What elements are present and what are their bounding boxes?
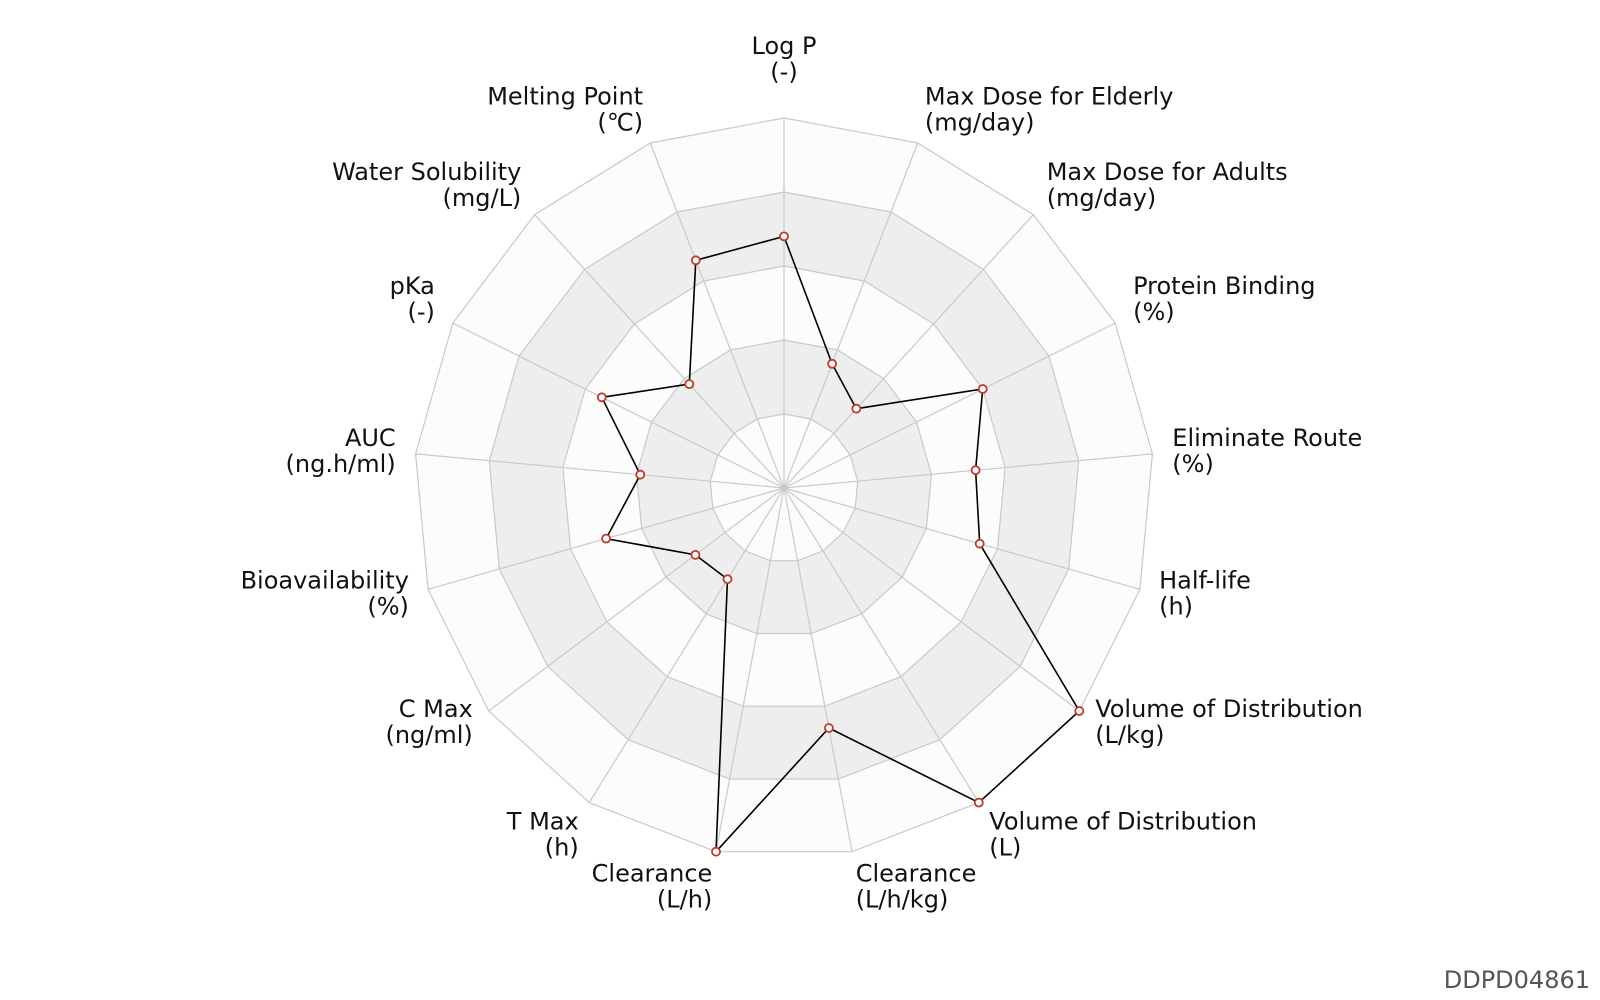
- spoke-4: [783, 453, 1153, 489]
- data-point-10: [722, 574, 733, 585]
- data-point-11: [690, 550, 701, 560]
- axis-name: Log P: [752, 32, 817, 60]
- axis-name: Bioavailability: [241, 567, 409, 595]
- data-point-9: [711, 846, 721, 857]
- axis-name: pKa: [390, 272, 435, 300]
- data-point-8: [824, 723, 834, 733]
- axis-unit: (%): [1133, 298, 1175, 326]
- data-point-7: [973, 797, 984, 808]
- data-point-3: [977, 384, 988, 394]
- axis-unit: (h): [545, 834, 579, 862]
- data-point-15: [684, 379, 695, 390]
- axis-name: Volume of Distribution: [1095, 695, 1363, 723]
- axis-name: AUC: [345, 424, 396, 452]
- axis-label-16: Melting Point (℃): [487, 82, 643, 136]
- axis-name: Half-life: [1159, 567, 1251, 595]
- axis-unit: (℃): [597, 108, 643, 136]
- axis-label-4: Eliminate Route (%): [1172, 424, 1362, 478]
- axis-label-13: AUC (ng.h/ml): [286, 424, 396, 478]
- axis-unit: (%): [367, 593, 409, 621]
- spoke-2: [783, 214, 1034, 489]
- data-point-5: [974, 538, 985, 549]
- axis-unit: (-): [770, 58, 797, 86]
- axis-name: Volume of Distribution: [989, 808, 1257, 836]
- axis-label-11: C Max (ng/ml): [385, 695, 472, 749]
- axis-label-9: Clearance (L/h): [592, 859, 713, 913]
- axis-name: Water Solubility: [332, 158, 521, 186]
- data-point-16: [690, 255, 701, 266]
- axis-label-0: Log P (-): [752, 32, 817, 86]
- axis-unit: (L): [989, 834, 1021, 862]
- spoke-15: [534, 214, 785, 489]
- axis-label-15: Water Solubility (mg/L): [332, 158, 521, 212]
- spoke-1: [783, 142, 919, 489]
- data-point-1: [827, 358, 837, 369]
- series-line: [600, 235, 1081, 854]
- spoke-8: [783, 487, 853, 852]
- axis-name: Max Dose for Elderly: [925, 82, 1174, 110]
- spoke-3: [783, 322, 1116, 489]
- spoke-6: [783, 487, 1080, 712]
- axis-unit: (mg/day): [925, 108, 1035, 136]
- axis-name: T Max: [506, 808, 579, 836]
- axis-name: Max Dose for Adults: [1047, 158, 1288, 186]
- axis-unit: (ng.h/ml): [286, 450, 396, 478]
- axis-name: Eliminate Route: [1172, 424, 1362, 452]
- axis-unit: (L/h/kg): [856, 885, 949, 913]
- axis-unit: (mg/L): [443, 184, 522, 212]
- axis-unit: (%): [1172, 450, 1214, 478]
- axis-unit: (L/h): [657, 885, 712, 913]
- axis-name: Clearance: [856, 859, 977, 887]
- spoke-16: [649, 142, 785, 489]
- axis-name: C Max: [399, 695, 473, 723]
- spoke-5: [783, 487, 1141, 590]
- spoke-14: [452, 322, 785, 489]
- axis-label-1: Max Dose for Elderly (mg/day): [925, 82, 1174, 136]
- axis-label-5: Half-life (h): [1159, 567, 1251, 621]
- axis-label-3: Protein Binding (%): [1133, 272, 1315, 326]
- data-point-4: [970, 465, 981, 476]
- axis-label-2: Max Dose for Adults (mg/day): [1047, 158, 1288, 212]
- axis-label-12: Bioavailability (%): [241, 567, 409, 621]
- spoke-10: [588, 487, 785, 803]
- data-point-13: [635, 469, 646, 480]
- spoke-11: [488, 487, 785, 712]
- axis-unit: (h): [1159, 593, 1193, 621]
- data-point-14: [596, 392, 607, 403]
- data-point-0: [779, 231, 789, 242]
- axis-name: Melting Point: [487, 82, 643, 110]
- axis-label-6: Volume of Distribution (L/kg): [1095, 695, 1363, 749]
- data-point-2: [851, 403, 862, 414]
- spoke-7: [783, 487, 980, 803]
- data-point-6: [1074, 706, 1085, 716]
- compound-id: DDPD04861: [1443, 966, 1590, 994]
- axis-unit: (-): [408, 298, 435, 326]
- axis-label-7: Volume of Distribution (L): [989, 808, 1257, 862]
- axis-unit: (mg/day): [1047, 184, 1157, 212]
- spoke-9: [715, 487, 785, 852]
- axis-label-10: T Max (h): [506, 808, 579, 862]
- axis-label-8: Clearance (L/h/kg): [856, 859, 977, 913]
- axis-unit: (ng/ml): [385, 721, 472, 749]
- axis-name: Protein Binding: [1133, 272, 1315, 300]
- axis-unit: (L/kg): [1095, 721, 1164, 749]
- data-point-12: [601, 533, 611, 544]
- spoke-13: [415, 453, 785, 489]
- axis-label-14: pKa (-): [390, 272, 435, 326]
- axis-name: Clearance: [592, 859, 713, 887]
